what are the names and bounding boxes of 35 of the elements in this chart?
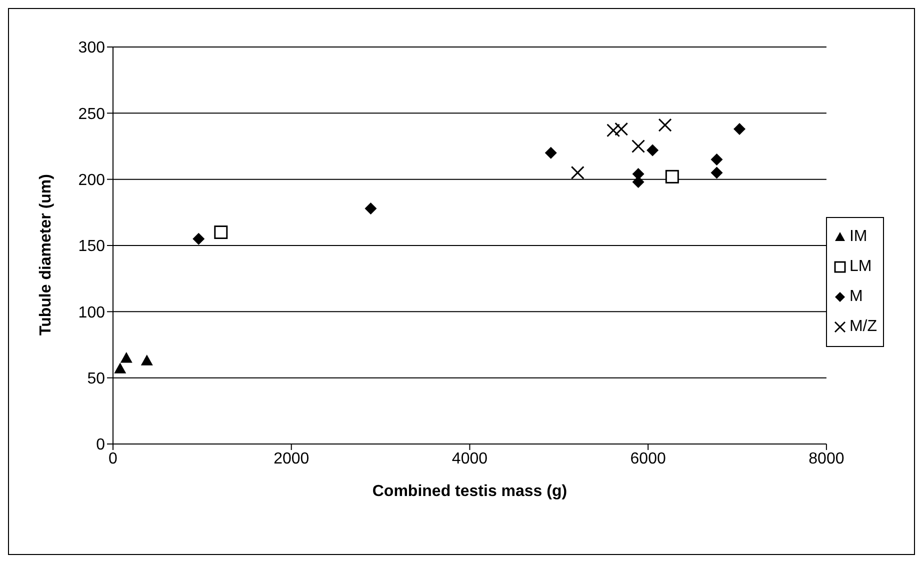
y-tick-label: 200 [78, 172, 106, 190]
y-axis-title: Tubule diameter (um) [38, 174, 55, 336]
point [364, 202, 377, 214]
legend-label: IM [849, 228, 868, 246]
x-tick-label: 0 [108, 450, 118, 468]
point [632, 140, 646, 153]
point [570, 166, 584, 180]
point [614, 122, 628, 136]
x-tick-label: 6000 [630, 450, 666, 468]
y-tick-label: 150 [78, 238, 106, 256]
point [734, 123, 746, 136]
point [140, 354, 153, 366]
y-tick-label: 50 [87, 370, 106, 388]
legend-label: M/Z [849, 318, 877, 336]
point [606, 124, 620, 138]
legend-label: LM [849, 258, 872, 276]
legend-label: M [849, 288, 863, 306]
y-tick-label: 0 [96, 436, 106, 454]
point [114, 362, 126, 374]
point [544, 146, 557, 159]
point [646, 144, 659, 156]
y-tick-label: 250 [78, 106, 106, 123]
point [710, 153, 723, 166]
point [658, 118, 672, 132]
x-axis-title: Combined testis mass (g) [372, 483, 568, 500]
point [120, 352, 132, 363]
point [192, 232, 205, 245]
x-tick-label: 4000 [452, 450, 488, 468]
y-tick-label: 300 [78, 40, 106, 57]
point [214, 226, 228, 240]
point [665, 170, 679, 184]
x-tick-label: 2000 [274, 450, 310, 468]
x-tick-label: 8000 [808, 450, 844, 468]
y-tick-label: 100 [78, 304, 106, 322]
point [710, 166, 723, 179]
